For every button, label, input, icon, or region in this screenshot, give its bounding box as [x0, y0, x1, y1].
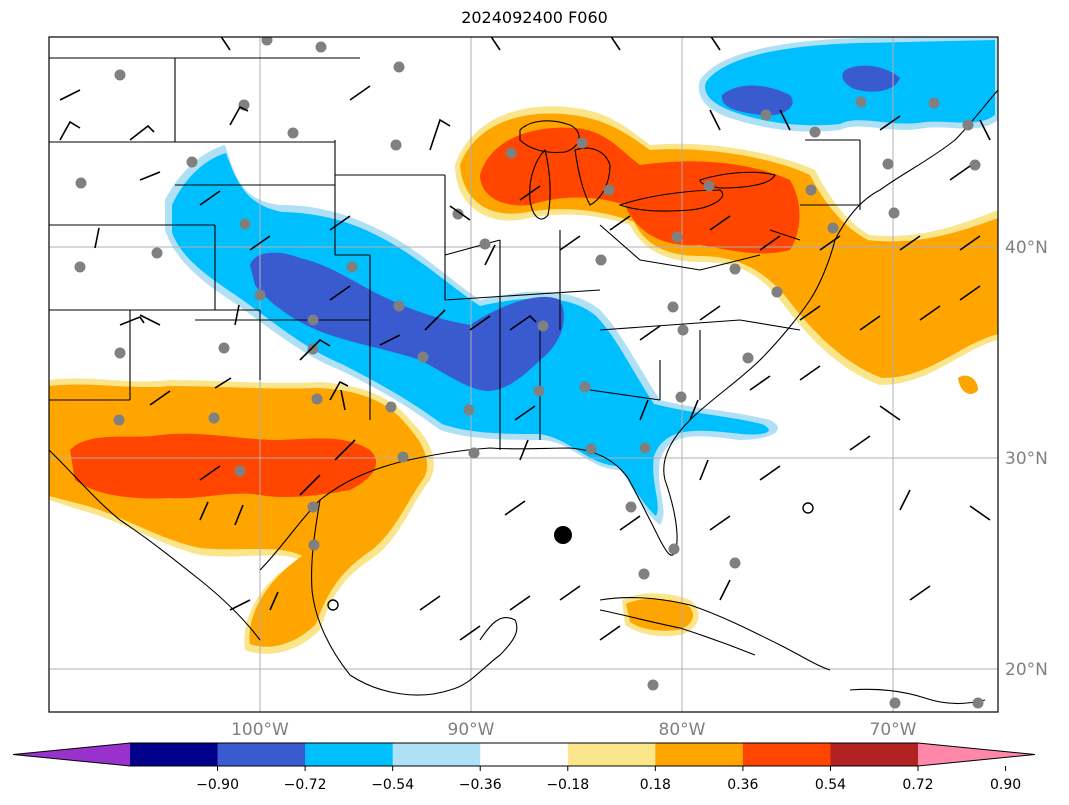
colorbar-bin — [392, 743, 481, 766]
colorbar: −0.90 −0.72 −0.54 −0.36 −0.18 0.18 0.36 0.54 0.7… — [12, 742, 1036, 793]
colorbar-bin — [830, 743, 919, 766]
contour-ring — [802, 502, 814, 514]
colorbar-tick-label: −0.54 — [371, 777, 414, 793]
positive-region-cuba — [622, 375, 978, 637]
colorbar-bin-over — [918, 743, 1035, 766]
lat-label: 20°N — [1005, 660, 1048, 680]
colorbar-bin — [655, 743, 744, 766]
colorbar-tick-label: 0.54 — [815, 777, 846, 793]
lon-label: 80°W — [659, 720, 706, 740]
positive-region-northeast — [455, 106, 998, 386]
colorbar-bin — [742, 743, 831, 766]
station-markers — [74, 37, 984, 709]
colorbar-bin — [217, 743, 306, 766]
map-title: 2024092400 F060 — [461, 8, 608, 27]
colorbar-tick-label: 0.90 — [990, 777, 1021, 793]
negative-region-central — [165, 145, 779, 525]
colorbar-tick-label: −0.18 — [546, 777, 589, 793]
storm-center-marker — [554, 526, 572, 544]
contour-ring — [327, 599, 339, 611]
colorbar-tick-label: −0.90 — [196, 777, 239, 793]
lon-label: 90°W — [448, 720, 495, 740]
colorbar-tick-label: 0.18 — [640, 777, 671, 793]
colorbar-bin — [480, 743, 569, 766]
colorbar-tick-label: 0.72 — [902, 777, 933, 793]
lat-label: 40°N — [1005, 238, 1048, 258]
map-frame — [48, 36, 999, 713]
colorbar-tick-label: −0.36 — [459, 777, 502, 793]
colorbar-outline — [12, 742, 1036, 767]
colorbar-bin — [567, 743, 656, 766]
colorbar-bin — [130, 743, 219, 766]
lon-label: 70°W — [870, 720, 917, 740]
negative-region-newengland — [698, 37, 998, 132]
coastlines-and-borders — [49, 57, 998, 705]
colorbar-bin-under — [13, 743, 130, 766]
colorbar-tick-label: 0.36 — [727, 777, 758, 793]
wind-barbs — [59, 37, 991, 641]
lat-label: 30°N — [1005, 449, 1048, 469]
colorbar-tick-label: −0.72 — [284, 777, 327, 793]
lon-label: 100°W — [231, 720, 289, 740]
colorbar-bin — [305, 743, 394, 766]
